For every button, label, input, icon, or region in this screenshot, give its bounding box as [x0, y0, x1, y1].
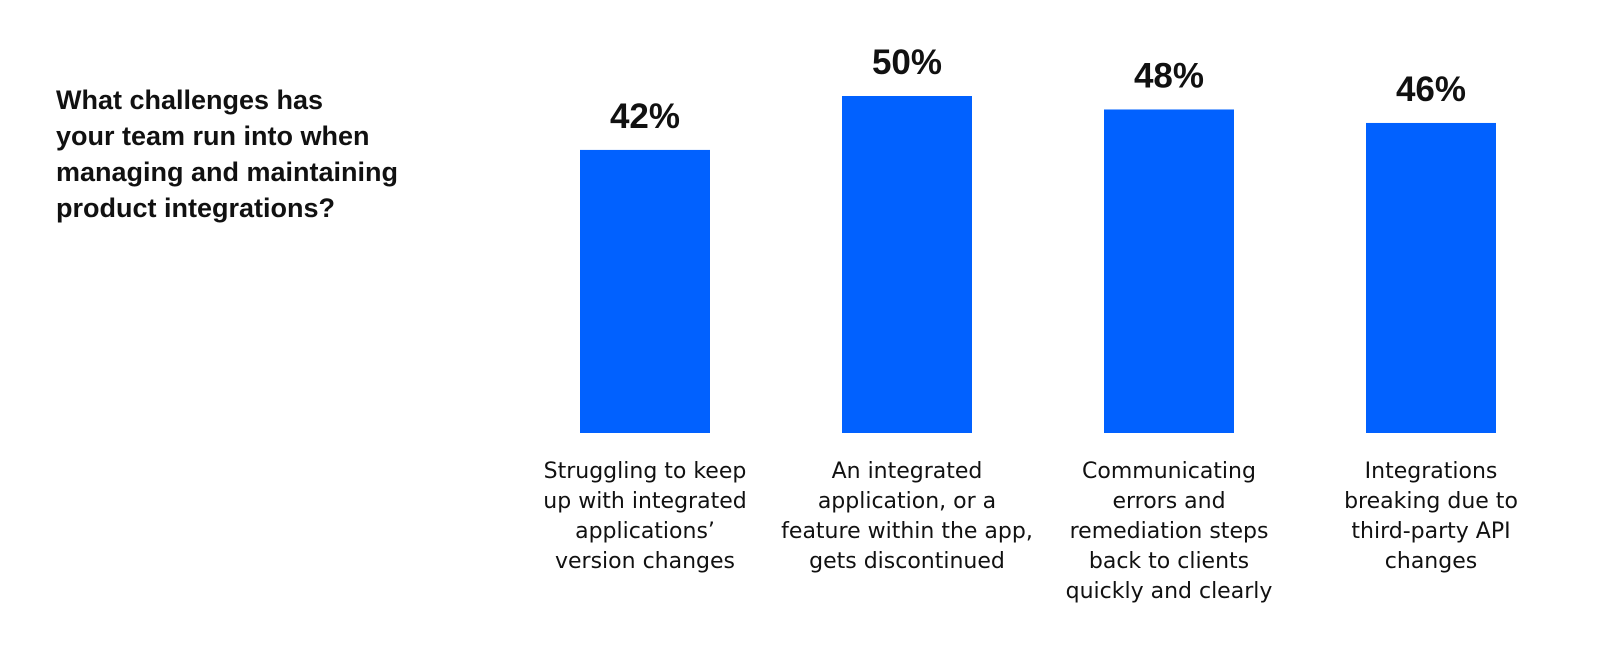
bar-value-label-2: 50%	[872, 43, 942, 82]
category-label-line: changes	[1385, 549, 1477, 574]
category-label-line: back to clients	[1089, 549, 1249, 574]
bar-2	[842, 96, 972, 433]
category-label-line: Struggling to keep	[544, 459, 747, 484]
category-label-line: Communicating	[1082, 459, 1256, 484]
bar-value-label-1: 42%	[610, 97, 680, 136]
category-label-1: Struggling to keep up with integrated appl…	[543, 459, 746, 574]
bar-value-label-3: 48%	[1134, 56, 1204, 95]
category-label-line: application, or a	[818, 489, 996, 514]
bar-value-label-4: 46%	[1396, 70, 1466, 109]
chart-question-title: What challenges has your team run into w…	[56, 85, 399, 223]
category-label-line: Integrations	[1365, 459, 1498, 484]
category-label-line: breaking due to	[1344, 489, 1518, 514]
category-label-line: errors and	[1112, 489, 1225, 514]
bar-3	[1104, 109, 1234, 433]
category-label-line: quickly and clearly	[1066, 579, 1273, 604]
category-label-4: Integrations breaking due to third-party A…	[1344, 459, 1518, 574]
category-label-line: feature within the app,	[781, 519, 1033, 544]
category-label-line: remediation steps	[1070, 519, 1269, 544]
bar-4	[1366, 122, 1496, 434]
category-label-line: up with integrated	[543, 489, 746, 514]
category-label-3: Communicating errors and remediation steps…	[1066, 459, 1273, 604]
category-label-line: applications’	[575, 519, 715, 544]
category-label-line: third-party API	[1351, 519, 1510, 544]
category-label-line: version changes	[555, 549, 735, 574]
bar-1	[580, 149, 710, 434]
category-label-line: gets discontinued	[809, 549, 1005, 574]
category-label-2: An integrated application, or a feature wi…	[781, 459, 1033, 574]
category-label-line: An integrated	[832, 459, 983, 484]
